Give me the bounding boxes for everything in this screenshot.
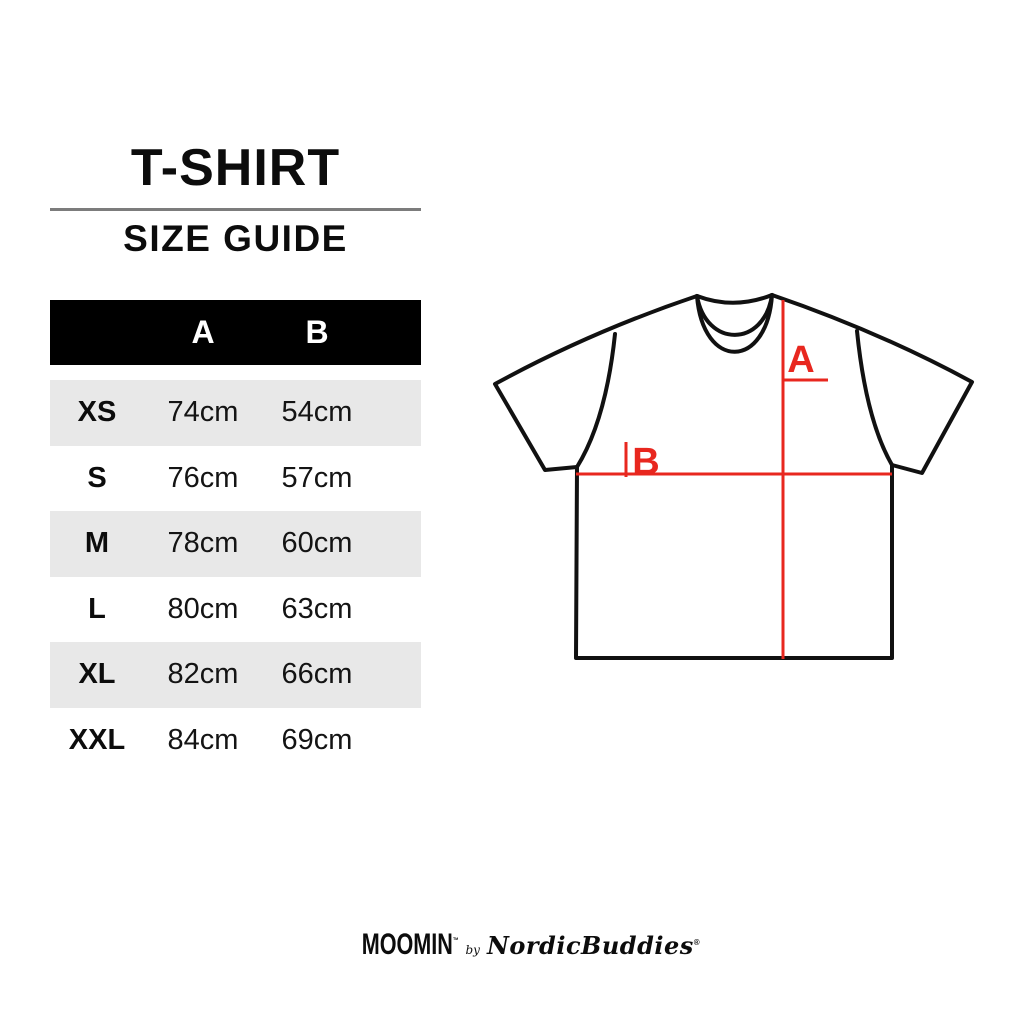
size-label: XS	[77, 396, 117, 429]
shirt-collar-inner	[695, 293, 774, 337]
page-title: T-SHIRT	[130, 139, 341, 197]
measurement-a-value: 78cm	[167, 527, 239, 560]
header-a-cell: A	[191, 314, 215, 350]
measure-label-a: A	[787, 339, 814, 381]
title-block: T-SHIRT SIZE GUIDE	[50, 137, 421, 260]
page-subtitle: SIZE GUIDE	[123, 218, 348, 259]
table-row: XXL 84cm 69cm	[50, 708, 421, 774]
tshirt-outline-drawing: A B	[493, 293, 974, 660]
measurement-b-value: 63cm	[281, 592, 353, 625]
size-label: S	[87, 461, 107, 494]
shirt-body	[574, 463, 894, 660]
header-b-cell: B	[305, 314, 329, 350]
shirt-left-shoulder-sleeve	[493, 294, 699, 472]
measurement-b-value: 69cm	[281, 723, 353, 756]
nordicbuddies-wordmark: NordicBuddies	[486, 931, 694, 960]
measurement-a-value: 84cm	[167, 723, 239, 756]
shirt-back-neckline	[695, 293, 774, 305]
measurement-a-value: 82cm	[167, 658, 239, 691]
shirt-right-armhole-seam	[855, 329, 894, 467]
registered-symbol: ®	[693, 938, 701, 947]
measurement-a-value: 74cm	[167, 396, 239, 429]
shirt-collar-outer	[695, 293, 774, 354]
table-row: XS 74cm 54cm	[50, 380, 421, 446]
measurement-b-value: 60cm	[281, 527, 353, 560]
moomin-logo: MOOMIN™	[362, 926, 459, 960]
title-divider	[50, 208, 421, 211]
measurement-a-value: 76cm	[167, 461, 239, 494]
shirt-right-shoulder-sleeve	[770, 293, 974, 475]
brand-by-text: by	[465, 943, 480, 957]
measurement-b-value: 57cm	[281, 461, 353, 494]
size-label: XXL	[68, 723, 126, 756]
trademark-symbol: ™	[452, 936, 459, 945]
size-label: XL	[78, 658, 116, 691]
size-table: A B XS 74cm 54cm S 76cm 57cm M 78cm 60cm…	[50, 300, 421, 773]
measurement-b-value: 54cm	[281, 396, 353, 429]
brand-footer: MOOMIN™ by NordicBuddies®	[0, 926, 1024, 960]
nordicbuddies-logo: NordicBuddies®	[487, 929, 700, 960]
size-label: M	[84, 527, 110, 560]
table-row: L 80cm 63cm	[50, 577, 421, 643]
table-header-row: A B	[50, 300, 421, 365]
table-row: S 76cm 57cm	[50, 446, 421, 512]
table-row: M 78cm 60cm	[50, 511, 421, 577]
table-row: XL 82cm 66cm	[50, 642, 421, 708]
size-label: L	[88, 592, 106, 625]
tshirt-measurement-diagram: A B	[470, 270, 1010, 690]
measurement-b-value: 66cm	[281, 658, 353, 691]
moomin-wordmark: MOOMIN	[361, 928, 453, 961]
shirt-left-armhole-seam	[575, 332, 617, 469]
measure-label-b: B	[632, 441, 659, 483]
measurement-a-value: 80cm	[167, 592, 239, 625]
